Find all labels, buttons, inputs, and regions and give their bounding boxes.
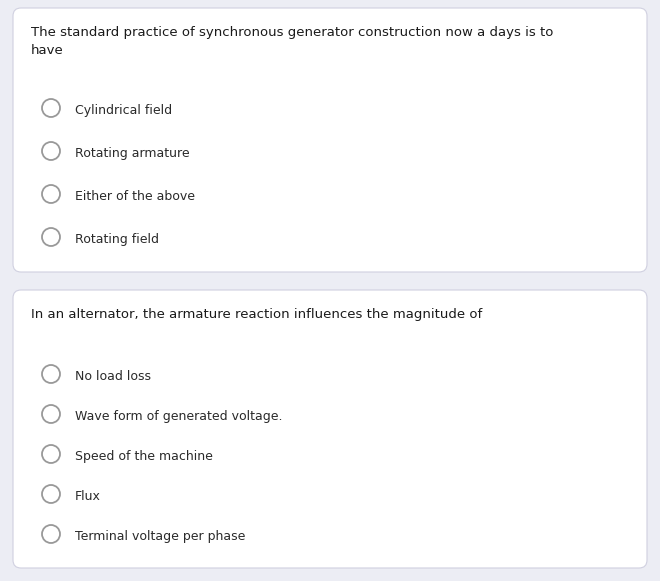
Circle shape — [42, 525, 60, 543]
Circle shape — [42, 365, 60, 383]
Text: Flux: Flux — [75, 490, 101, 503]
Circle shape — [42, 185, 60, 203]
Text: Either of the above: Either of the above — [75, 190, 195, 203]
Text: Terminal voltage per phase: Terminal voltage per phase — [75, 530, 246, 543]
Circle shape — [42, 228, 60, 246]
Text: The standard practice of synchronous generator construction now a days is to
hav: The standard practice of synchronous gen… — [31, 26, 553, 58]
Circle shape — [42, 485, 60, 503]
FancyBboxPatch shape — [13, 290, 647, 568]
Text: Cylindrical field: Cylindrical field — [75, 104, 172, 117]
Text: No load loss: No load loss — [75, 370, 151, 383]
Circle shape — [42, 99, 60, 117]
Text: In an alternator, the armature reaction influences the magnitude of: In an alternator, the armature reaction … — [31, 308, 482, 321]
Circle shape — [42, 142, 60, 160]
Text: Speed of the machine: Speed of the machine — [75, 450, 213, 463]
FancyBboxPatch shape — [13, 8, 647, 272]
Text: Wave form of generated voltage.: Wave form of generated voltage. — [75, 410, 282, 423]
Circle shape — [42, 405, 60, 423]
Circle shape — [42, 445, 60, 463]
Text: Rotating armature: Rotating armature — [75, 147, 189, 160]
Text: Rotating field: Rotating field — [75, 233, 159, 246]
